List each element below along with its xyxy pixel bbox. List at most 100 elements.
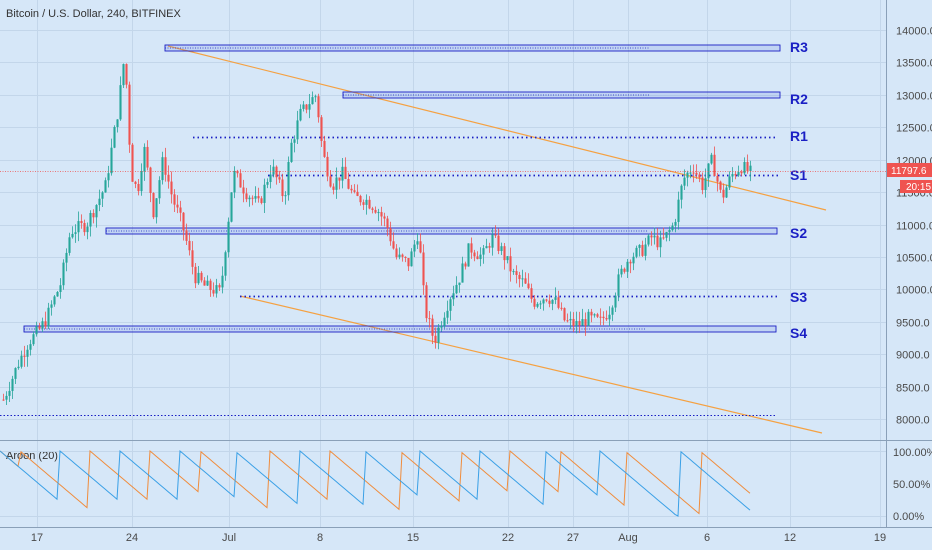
candle-body [86,226,89,233]
candle-body [680,185,683,200]
candle-body [716,175,719,182]
candle-body [167,174,170,182]
candle-body [80,221,83,224]
candle-body [359,195,362,203]
candle-body [281,179,284,197]
candle-body [395,248,398,258]
candle-body [605,318,608,320]
candle-body [56,291,59,297]
candle-body [236,170,239,174]
candle-body [419,241,422,253]
candle-body [176,204,179,208]
candle-body [200,272,203,281]
candle-body [581,319,584,326]
level-label-r2: R2 [790,91,808,107]
candle-body [695,172,698,175]
candle-body [632,256,635,264]
candle-body [137,183,140,192]
candle-body [47,307,50,327]
candle-body [488,246,491,248]
candle-body [329,176,332,187]
candle-body [182,212,185,231]
candle-body [266,181,269,185]
candle-body [425,285,428,319]
candle-body [317,96,320,118]
candle-body [149,167,152,193]
candle-body [707,163,710,179]
candle-body [461,263,464,283]
candle-body [377,212,380,214]
candle-body [326,156,329,177]
candle-body [566,320,569,322]
candle-body [209,280,212,291]
candle-body [290,142,293,162]
candle-body [398,254,401,258]
candle-body [515,271,518,275]
candle-body [260,198,263,203]
candle-body [596,314,599,317]
candle-body [497,235,500,252]
candle-body [572,318,575,326]
candle-body [746,162,749,171]
candle-body [320,117,323,141]
candle-body [230,192,233,222]
candle-body [455,284,458,294]
candle-body [356,191,359,196]
candle-body [623,268,626,272]
countdown-tag [900,180,932,193]
candle-body [713,154,716,176]
candle-body [107,173,110,181]
candle-body [683,177,686,186]
candle-body [101,192,104,199]
candle-body [146,146,149,168]
candle-body [245,193,248,200]
countdown-tag-text: 20:15 [906,182,931,193]
candle-body [662,237,665,239]
candle-body [299,108,302,121]
lower-trendline[interactable] [239,295,823,434]
candle-body [5,395,8,400]
candle-body [554,297,557,300]
candle-body [668,230,671,233]
candle-body [35,326,38,335]
candle-body [428,318,431,320]
candles [2,63,752,405]
candle-body [191,250,194,267]
candle-body [65,252,68,263]
candle-body [512,271,515,273]
candle-body [185,230,188,241]
candle-body [563,308,566,321]
candle-body [629,261,632,264]
candle-body [119,85,122,120]
candle-body [431,318,434,336]
candle-body [476,256,479,260]
time-axis-label: Aug [618,532,638,544]
candle-body [257,196,260,199]
candle-body [467,243,470,267]
price-tick-label: 9500.0 [896,318,930,330]
candle-body [593,314,596,316]
candle-body [365,199,368,205]
candle-body [506,256,509,261]
candle-body [470,243,473,253]
aroon-tick-0: 0.00% [893,511,924,523]
candle-body [437,327,440,343]
candle-body [578,320,581,326]
candle-body [539,303,542,305]
candle-body [389,228,392,242]
candle-body [275,166,278,178]
upper-trendline[interactable] [167,45,827,211]
time-axis-label: 8 [317,532,323,544]
candle-body [560,307,563,309]
candle-body [500,246,503,252]
candle-body [665,232,668,238]
candle-body [206,280,209,286]
candle-body [677,199,680,222]
candle-body [203,280,206,286]
level-label-r1: R1 [790,128,808,144]
candle-body [62,262,65,286]
candle-body [68,237,71,253]
candle-body [374,209,377,213]
time-axis[interactable]: 17 24 Jul 8 15 22 27 Aug 6 12 19 [31,532,886,544]
candle-body [443,317,446,326]
